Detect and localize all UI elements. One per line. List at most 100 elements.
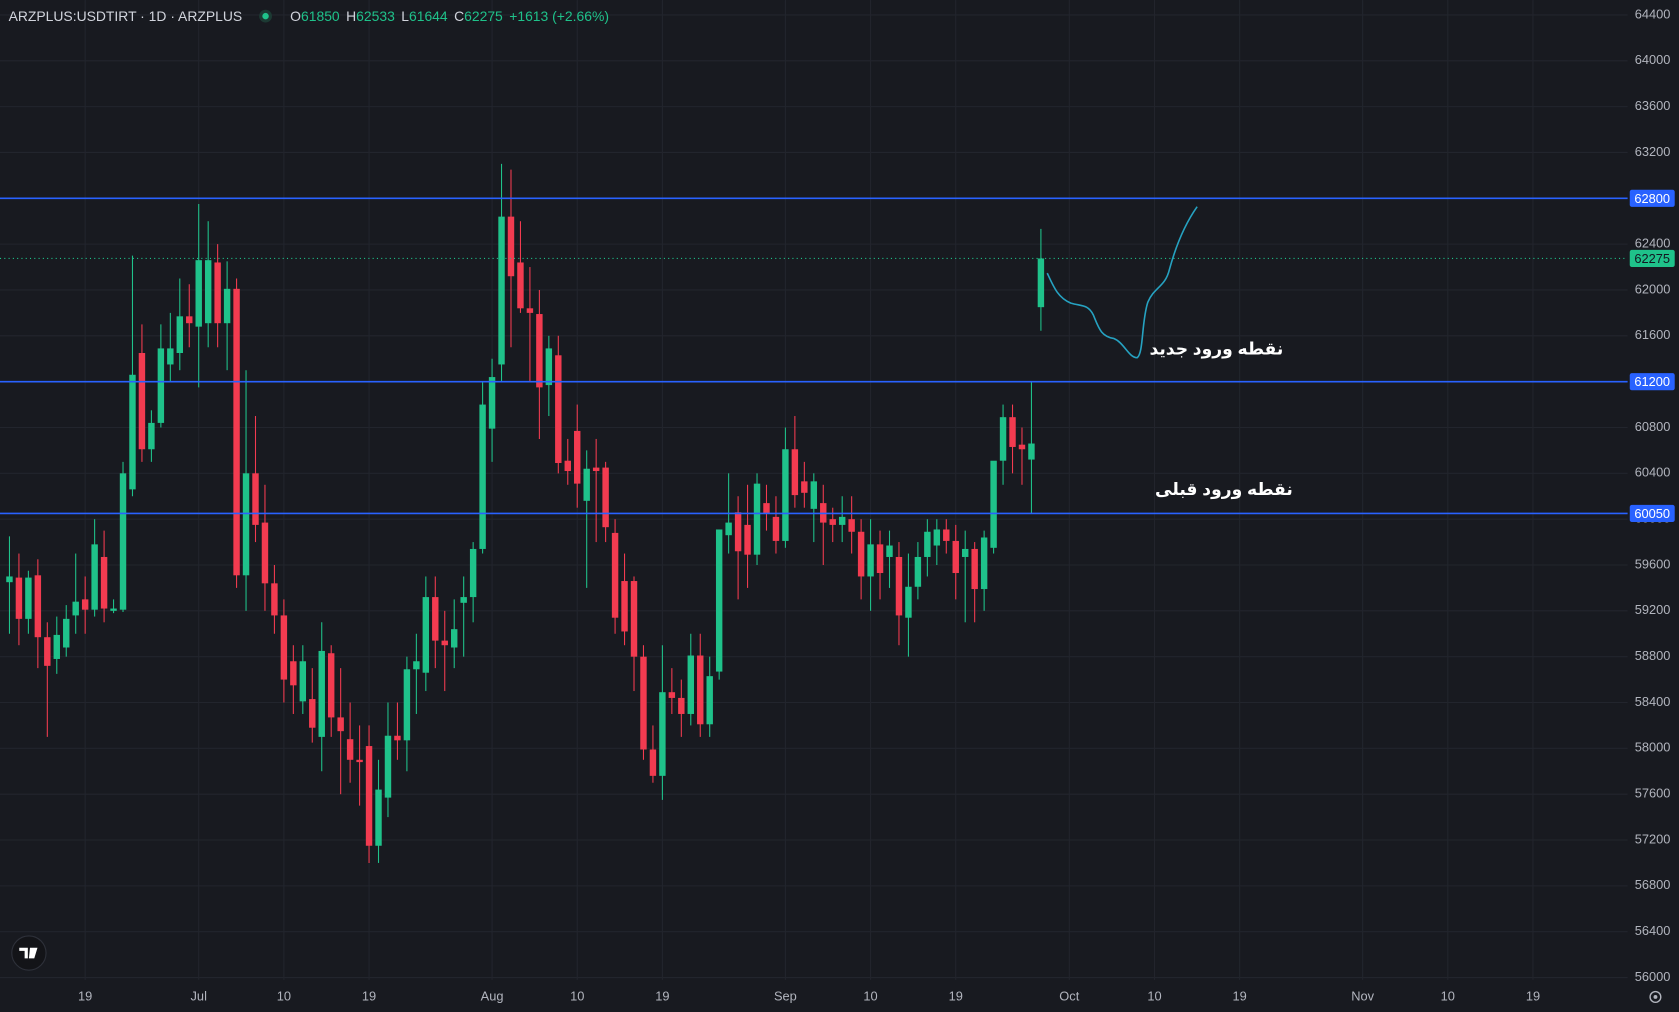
c-label: C (454, 8, 464, 24)
candle-body (536, 314, 543, 388)
y-tick-label: 62000 (1635, 281, 1671, 296)
y-tick-label: 63600 (1635, 98, 1671, 113)
y-tick-label: 58400 (1635, 694, 1671, 709)
candle-body (157, 348, 165, 423)
x-tick-label: 19 (655, 988, 669, 1003)
candle-body (734, 512, 742, 552)
candle-body (233, 288, 240, 576)
annotation: نقطه ورود جدید (1149, 339, 1283, 360)
candle-body (100, 556, 108, 609)
candle-body (441, 640, 448, 646)
candle-body (6, 576, 13, 583)
candle-body (564, 460, 571, 472)
candle-body (432, 597, 439, 641)
candle-body (848, 519, 855, 532)
candle-body (990, 460, 997, 548)
l-label: L (401, 8, 409, 24)
candle-body (422, 597, 430, 673)
x-tick-label: Oct (1059, 988, 1079, 1003)
settings-dot[interactable] (1653, 995, 1658, 999)
y-tick-label: 63200 (1635, 144, 1671, 159)
candle-body (252, 473, 259, 525)
candle-body (772, 516, 780, 541)
candle-body (838, 516, 846, 525)
x-tick-label: 19 (949, 988, 963, 1003)
last-price-tag (1629, 249, 1675, 268)
candle-body (886, 545, 893, 557)
y-tick-label: 56800 (1635, 877, 1671, 892)
candle-body (337, 717, 344, 732)
y-tick-label: 58000 (1635, 740, 1671, 755)
x-tick-label: Nov (1351, 988, 1374, 1003)
candle-body (1009, 417, 1016, 447)
candle-body (413, 661, 420, 670)
candle-body (138, 352, 146, 450)
candle-body (451, 629, 458, 648)
candle-body (195, 260, 202, 327)
candle-body (810, 481, 818, 509)
l-value: 61644 (409, 8, 448, 24)
candle-body (460, 597, 467, 603)
candle-body (933, 529, 941, 546)
candle-body (91, 544, 98, 610)
candle-body (72, 601, 79, 616)
candle-body (659, 692, 666, 776)
x-tick-label: 19 (362, 988, 376, 1003)
candle-body (119, 473, 127, 610)
candle-body (782, 449, 789, 541)
logo-circle[interactable] (11, 935, 47, 971)
settings[interactable] (1649, 990, 1662, 1004)
candle-body (857, 531, 865, 577)
level-label: 62800 (1634, 191, 1670, 206)
candle-body (725, 522, 732, 536)
candle-body (611, 532, 619, 618)
candle-body (1037, 258, 1045, 308)
candle-body (261, 522, 269, 584)
x-tick-label: 19 (1232, 988, 1246, 1003)
x-tick-label: Aug (481, 988, 504, 1003)
x-tick-label: Jul (191, 988, 207, 1003)
x-tick-label: 10 (277, 988, 291, 1003)
candle-body (602, 467, 609, 528)
status-dot (262, 12, 269, 20)
candle-body (753, 483, 761, 555)
candle-body (327, 653, 335, 718)
price-axis: 56000 56400 56800 57200 57600 58000 58400 58800… (78, 6, 1675, 1003)
candle-body (526, 308, 534, 313)
candle-body (384, 735, 392, 798)
candle-body (290, 661, 297, 686)
candle-body (469, 548, 477, 598)
candle-body (999, 417, 1007, 461)
h-value: 62533 (356, 8, 395, 24)
candle-body (763, 503, 770, 514)
candle-body (678, 697, 685, 714)
candle-body (34, 575, 42, 638)
x-tick-label: 10 (1441, 988, 1455, 1003)
level-label: 60050 (1634, 506, 1670, 521)
y-tick-label: 64000 (1635, 52, 1671, 67)
tv-logo[interactable] (11, 935, 47, 971)
candle-body (697, 655, 704, 725)
candle-body (905, 586, 912, 618)
settings-icon[interactable] (1649, 990, 1662, 1004)
logo-mark[interactable] (19, 947, 38, 959)
candle-body (706, 676, 713, 725)
level-label: 61200 (1634, 374, 1670, 389)
y-tick-label: 56400 (1635, 923, 1671, 938)
candle-body (25, 577, 32, 619)
candle-body (299, 661, 307, 702)
y-tick-label: 60400 (1635, 465, 1671, 480)
y-tick-label: 57200 (1635, 831, 1671, 846)
candle-body (167, 348, 174, 365)
candle-body (204, 260, 212, 324)
symbol: ARZPLUS:USDTIRT · 1D · ARZPLUS (9, 8, 243, 24)
candle-body (148, 422, 155, 450)
candle-body (271, 583, 278, 616)
candle-body (1028, 443, 1035, 460)
candle-body (318, 650, 325, 737)
candle-body (649, 749, 657, 776)
candle-body (791, 449, 799, 496)
candle-body (545, 348, 553, 386)
